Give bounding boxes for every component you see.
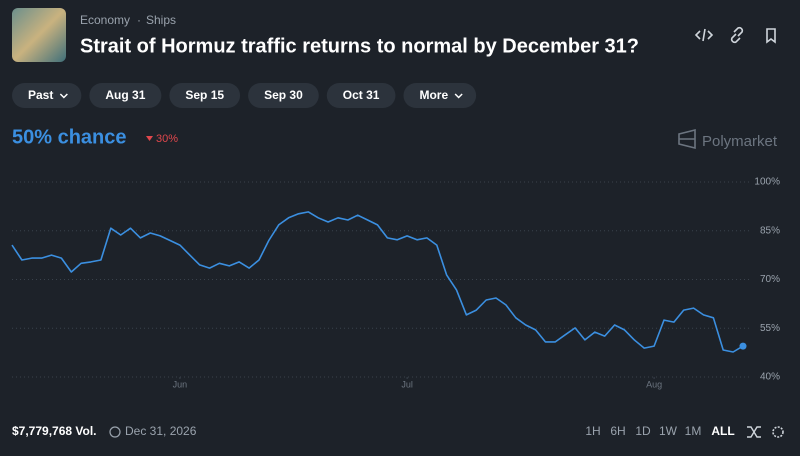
pill-bg[interactable] bbox=[326, 83, 396, 108]
filter-label[interactable]: More bbox=[419, 88, 448, 102]
timeframe-button[interactable]: 1H bbox=[585, 424, 600, 438]
filter-label[interactable]: Sep 15 bbox=[185, 88, 224, 102]
filter-label[interactable]: Past bbox=[28, 88, 53, 102]
pill-bg[interactable] bbox=[403, 83, 477, 108]
settings-icon[interactable] bbox=[772, 426, 784, 438]
timeframe-button[interactable]: 1D bbox=[635, 424, 651, 438]
timeframe-button[interactable]: ALL bbox=[711, 424, 734, 438]
link-icon[interactable] bbox=[730, 26, 744, 44]
y-tick-label: 55% bbox=[760, 323, 780, 334]
last-point bbox=[739, 342, 747, 350]
y-tick-label: 40% bbox=[760, 372, 780, 383]
bookmark-icon[interactable] bbox=[766, 28, 776, 44]
x-tick-label: Aug bbox=[646, 379, 662, 389]
filter-pill[interactable]: More bbox=[403, 83, 477, 108]
pill-bg[interactable] bbox=[12, 83, 82, 108]
pill-bg[interactable] bbox=[89, 83, 162, 108]
filter-label[interactable]: Oct 31 bbox=[343, 88, 380, 102]
y-tick-label: 85% bbox=[760, 225, 780, 236]
filter-bar: Past Aug 31 Sep 15 Sep 30 Oct 31 More bbox=[12, 83, 477, 108]
change-label: 30% bbox=[156, 133, 178, 145]
separator: · bbox=[137, 13, 141, 27]
price-line bbox=[11, 211, 744, 353]
x-tick-label: Jun bbox=[173, 379, 188, 389]
embed-icon[interactable] bbox=[694, 28, 714, 42]
end-date: Dec 31, 2026 bbox=[125, 424, 197, 438]
caret[interactable] bbox=[454, 93, 463, 99]
timeframe-button[interactable]: 1W bbox=[659, 424, 678, 438]
y-tick-label: 70% bbox=[760, 274, 780, 285]
breadcrumb[interactable]: Ships bbox=[146, 13, 176, 27]
volume: $7,779,768 Vol. bbox=[12, 424, 97, 438]
timeframe-button[interactable]: 6H bbox=[610, 424, 625, 438]
timeframe-bar: 1H 6H 1D 1W 1M ALL bbox=[585, 424, 734, 438]
brand-logo bbox=[678, 128, 696, 150]
clock-icon bbox=[109, 426, 121, 438]
filter-pill[interactable]: Oct 31 bbox=[326, 83, 396, 108]
header-actions bbox=[694, 26, 776, 44]
filter-pill[interactable]: Sep 30 bbox=[248, 83, 319, 108]
brand-name: Polymarket bbox=[702, 133, 778, 150]
filter-pill[interactable]: Sep 15 bbox=[169, 83, 241, 108]
pill-bg[interactable] bbox=[248, 83, 319, 108]
filter-pill[interactable]: Aug 31 bbox=[89, 83, 162, 108]
filter-pill[interactable]: Past bbox=[12, 83, 82, 108]
timeframe-button[interactable]: 1M bbox=[685, 424, 702, 438]
caret[interactable] bbox=[59, 93, 68, 99]
y-tick-label: 100% bbox=[754, 177, 780, 188]
market-title: Strait of Hormuz traffic returns to norm… bbox=[80, 35, 639, 57]
breadcrumb[interactable]: Economy bbox=[80, 13, 130, 27]
market-thumbnail bbox=[12, 8, 66, 62]
price-chart: 40% 55% 70% 85% 100% Jun Jul Aug bbox=[11, 177, 780, 389]
x-tick-label: Jul bbox=[401, 379, 413, 389]
chance-label: 50% chance bbox=[12, 126, 127, 148]
down-arrow bbox=[146, 136, 153, 141]
shuffle-icon[interactable] bbox=[747, 426, 761, 438]
filter-label[interactable]: Sep 30 bbox=[264, 88, 303, 102]
pill-bg[interactable] bbox=[169, 83, 241, 108]
filter-label[interactable]: Aug 31 bbox=[105, 88, 145, 102]
